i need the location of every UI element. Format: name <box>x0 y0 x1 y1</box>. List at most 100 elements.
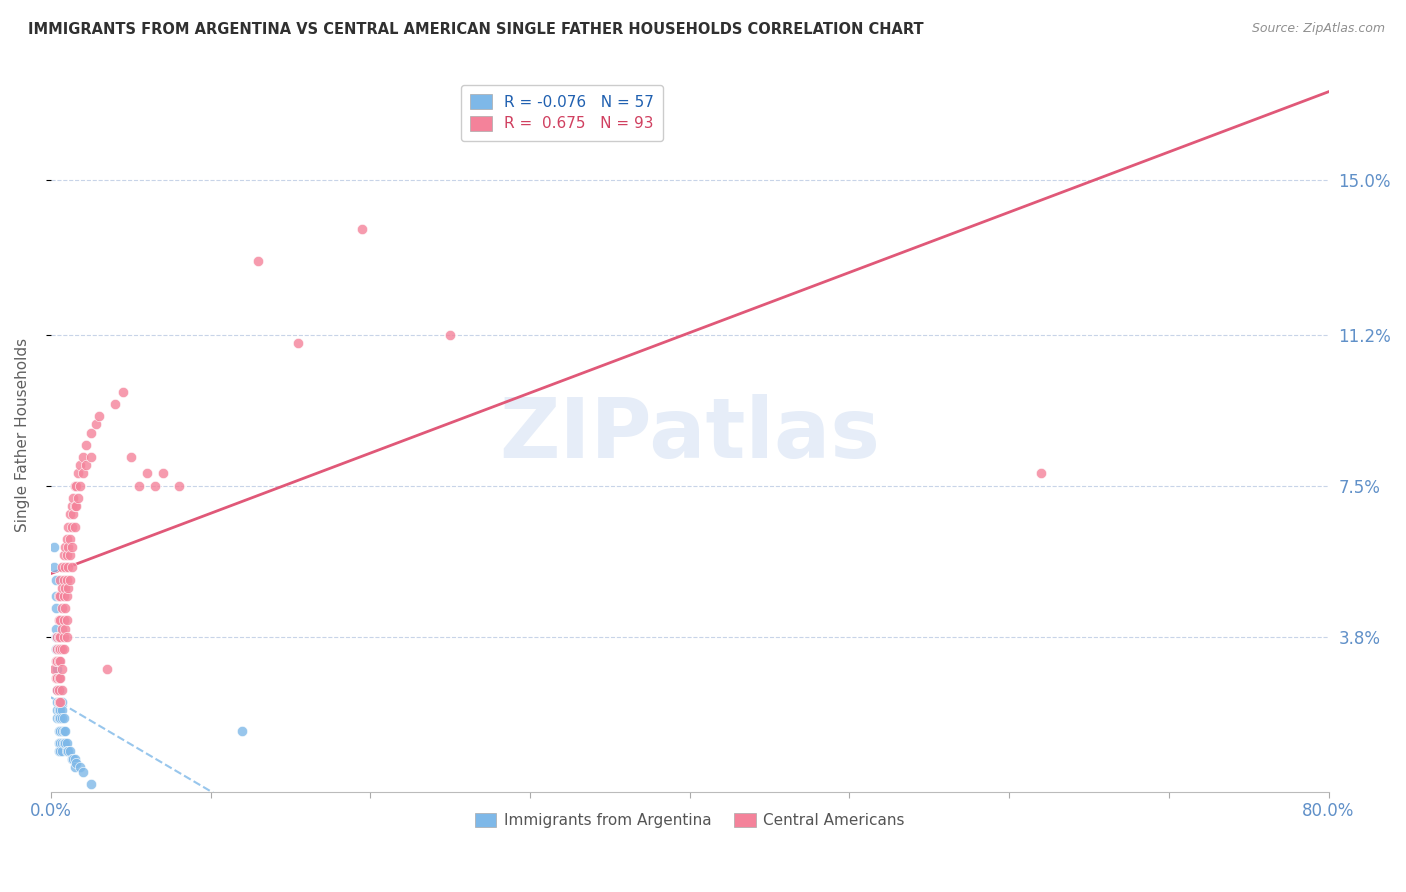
Point <box>52 630 75 644</box>
Point <box>45 671 67 685</box>
Point <box>48 682 70 697</box>
Point <box>80 450 103 465</box>
Point <box>49 736 72 750</box>
Point <box>120 450 142 465</box>
Point <box>352 221 374 235</box>
Point <box>96 663 118 677</box>
Point <box>45 654 67 668</box>
Point <box>51 744 73 758</box>
Point <box>51 703 73 717</box>
Point <box>52 589 75 603</box>
Point <box>45 589 67 603</box>
Point <box>48 589 70 603</box>
Point <box>46 654 69 668</box>
Point <box>58 581 80 595</box>
Point <box>42 540 65 554</box>
Point <box>75 438 97 452</box>
Point <box>49 703 72 717</box>
Point <box>59 573 82 587</box>
Point <box>80 425 103 440</box>
Point <box>49 614 72 628</box>
Point <box>51 622 73 636</box>
Y-axis label: Single Father Households: Single Father Households <box>15 338 30 532</box>
Point <box>143 479 166 493</box>
Point <box>72 450 94 465</box>
Point <box>51 695 73 709</box>
Point <box>46 630 69 644</box>
Point <box>48 642 70 657</box>
Text: ZIPatlas: ZIPatlas <box>499 394 880 475</box>
Point <box>53 581 76 595</box>
Point <box>49 671 72 685</box>
Point <box>87 409 110 424</box>
Point <box>52 614 75 628</box>
Point <box>62 752 84 766</box>
Point <box>66 491 89 505</box>
Point <box>53 622 76 636</box>
Point <box>45 622 67 636</box>
Point <box>60 519 83 533</box>
Point <box>49 695 72 709</box>
Point <box>51 736 73 750</box>
Point <box>49 589 72 603</box>
Point <box>80 777 103 791</box>
Point <box>60 560 83 574</box>
Point <box>69 458 91 473</box>
Point <box>128 479 150 493</box>
Point <box>48 723 70 738</box>
Point <box>63 499 86 513</box>
Point <box>66 467 89 481</box>
Point <box>46 630 69 644</box>
Point <box>69 760 91 774</box>
Point <box>52 548 75 562</box>
Point <box>247 254 270 268</box>
Point <box>111 384 134 399</box>
Point <box>62 491 84 505</box>
Point <box>48 654 70 668</box>
Point <box>49 695 72 709</box>
Point <box>59 532 82 546</box>
Point <box>56 532 79 546</box>
Point <box>46 711 69 725</box>
Point <box>60 499 83 513</box>
Point <box>49 723 72 738</box>
Point <box>48 614 70 628</box>
Point <box>56 548 79 562</box>
Point <box>52 642 75 657</box>
Point <box>48 671 70 685</box>
Point <box>42 663 65 677</box>
Point <box>46 663 69 677</box>
Point <box>58 540 80 554</box>
Point <box>56 589 79 603</box>
Point <box>56 736 79 750</box>
Point <box>63 752 86 766</box>
Point <box>51 642 73 657</box>
Point <box>59 744 82 758</box>
Point <box>439 327 461 342</box>
Point <box>49 630 72 644</box>
Point <box>58 560 80 574</box>
Point <box>84 417 107 432</box>
Point <box>49 711 72 725</box>
Point <box>58 519 80 533</box>
Point <box>49 642 72 657</box>
Point <box>63 479 86 493</box>
Legend: Immigrants from Argentina, Central Americans: Immigrants from Argentina, Central Ameri… <box>468 806 911 834</box>
Point <box>48 654 70 668</box>
Text: IMMIGRANTS FROM ARGENTINA VS CENTRAL AMERICAN SINGLE FATHER HOUSEHOLDS CORRELATI: IMMIGRANTS FROM ARGENTINA VS CENTRAL AME… <box>28 22 924 37</box>
Point <box>51 560 73 574</box>
Point <box>135 467 157 481</box>
Point <box>287 335 309 350</box>
Point <box>65 756 87 771</box>
Point <box>63 760 86 774</box>
Point <box>63 519 86 533</box>
Point <box>56 630 79 644</box>
Point <box>48 671 70 685</box>
Point <box>52 711 75 725</box>
Point <box>49 654 72 668</box>
Point <box>51 601 73 615</box>
Point <box>48 695 70 709</box>
Point <box>59 508 82 522</box>
Point <box>53 601 76 615</box>
Point <box>60 540 83 554</box>
